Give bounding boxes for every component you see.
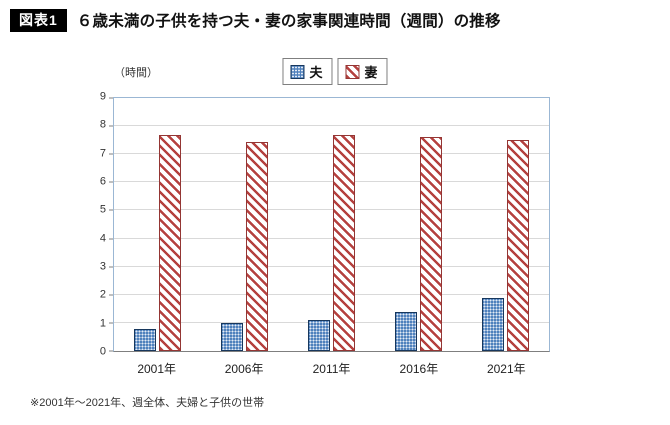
x-tick-label-2016年: 2016年 — [399, 362, 439, 376]
page-title: ６歳未満の子供を持つ夫・妻の家事関連時間（週間）の推移 — [76, 13, 501, 31]
legend-label-wife: 妻 — [364, 65, 378, 80]
y-tick-mark-2 — [109, 294, 113, 296]
y-tick-mark-6 — [109, 181, 113, 183]
bar-group-2006年 — [201, 98, 288, 351]
bar-wife-2006年 — [246, 141, 268, 351]
y-tick-mark-9 — [109, 97, 113, 99]
bar-group-2001年 — [114, 98, 201, 351]
header: 図表1 ６歳未満の子供を持つ夫・妻の家事関連時間（週間）の推移 — [10, 9, 501, 32]
chart-legend: 夫 妻 — [282, 58, 388, 85]
gridline-4 — [114, 237, 549, 239]
y-tick-label-7: 7 — [99, 147, 106, 160]
bar-wife-2001年 — [159, 134, 181, 351]
husband-swatch-icon — [290, 64, 305, 79]
legend-label-husband: 夫 — [309, 65, 323, 80]
y-tick-mark-7 — [109, 153, 113, 155]
y-tick-label-2: 2 — [99, 288, 106, 301]
x-tick-label-2001年: 2001年 — [137, 362, 177, 376]
y-tick-mark-3 — [109, 266, 113, 268]
y-tick-label-5: 5 — [99, 203, 106, 216]
bar-wife-2011年 — [333, 134, 355, 351]
y-axis-unit-label: （時間） — [114, 67, 158, 79]
y-tick-label-0: 0 — [99, 345, 106, 358]
gridline-5 — [114, 209, 549, 211]
y-tick-label-3: 3 — [99, 260, 106, 273]
y-tick-label-6: 6 — [99, 175, 106, 188]
wife-swatch-icon — [345, 64, 360, 79]
plot-area — [109, 97, 550, 352]
y-tick-label-1: 1 — [99, 317, 106, 330]
bar-husband-2006年 — [221, 322, 243, 351]
gridline-8 — [114, 125, 549, 127]
gridline-1 — [114, 321, 549, 323]
y-tick-mark-0 — [109, 350, 113, 352]
gridline-2 — [114, 293, 549, 295]
y-tick-label-9: 9 — [99, 90, 106, 103]
bar-husband-2011年 — [308, 320, 330, 351]
y-axis: 0 1 2 3 4 5 6 7 8 9 — [84, 91, 106, 357]
bar-husband-2021年 — [482, 297, 504, 351]
bar-husband-2001年 — [134, 328, 156, 351]
legend-item-husband: 夫 — [282, 58, 333, 85]
y-tick-mark-4 — [109, 238, 113, 240]
bar-wife-2021年 — [507, 140, 529, 351]
bar-husband-2016年 — [395, 311, 417, 351]
gridline-6 — [114, 181, 549, 183]
y-tick-label-4: 4 — [99, 232, 106, 245]
bar-group-2011年 — [288, 98, 375, 351]
x-tick-label-2021年: 2021年 — [486, 362, 526, 376]
y-tick-mark-5 — [109, 209, 113, 211]
y-tick-label-8: 8 — [99, 118, 106, 131]
gridline-7 — [114, 153, 549, 155]
x-tick-label-2006年: 2006年 — [224, 362, 264, 376]
bar-wife-2016年 — [420, 137, 442, 351]
x-tick-label-2011年: 2011年 — [312, 362, 351, 376]
gridline-3 — [114, 265, 549, 267]
bar-group-2021年 — [462, 98, 549, 351]
figure-label-badge: 図表1 — [10, 9, 67, 32]
x-axis: 2001年 2006年 2011年 2016年 2021年 — [113, 360, 550, 376]
footnote: ※2001年～2021年、週全体、夫婦と子供の世帯 — [30, 397, 265, 409]
bar-group-2016年 — [375, 98, 462, 351]
y-tick-mark-8 — [109, 125, 113, 127]
legend-item-wife: 妻 — [337, 58, 388, 85]
y-tick-mark-1 — [109, 322, 113, 324]
